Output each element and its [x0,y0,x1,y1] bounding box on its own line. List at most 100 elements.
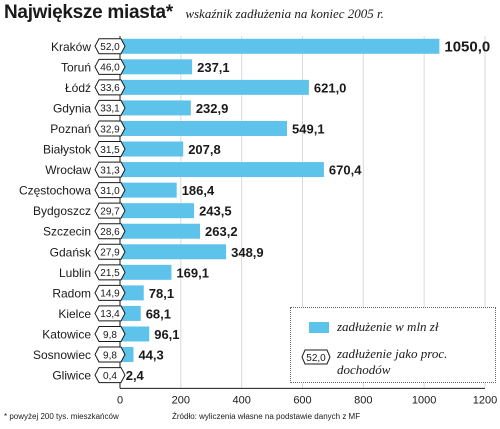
legend-bar-label: zadłużenie w mln zł [337,319,439,334]
legend-hex-label-line2: dochodów [337,362,391,377]
value-label: 243,5 [199,204,232,219]
category-label: Poznań [50,122,91,136]
value-label: 44,3 [138,348,163,363]
percent-badge [94,202,126,219]
percent-label: 33,6 [100,83,120,94]
category-label: Radom [52,286,91,300]
category-label: Gdynia [53,101,91,115]
x-tick-label: 1000 [412,394,436,406]
value-label: 237,1 [197,60,230,75]
value-label: 549,1 [292,121,325,136]
bar [120,203,195,219]
x-tick-label: 0 [117,394,123,406]
category-label: Kraków [51,40,91,54]
value-label: 207,8 [188,142,221,157]
percent-badge [94,305,126,322]
legend-hex-value: 52,0 [306,353,326,364]
value-label: 232,9 [196,101,229,116]
category-label: Toruń [61,60,91,74]
value-label: 96,1 [154,327,179,342]
chart-title: Największe miasta* [4,2,173,23]
bar [120,38,440,54]
percent-badge [94,346,126,363]
category-label: Częstochowa [19,184,91,198]
percent-label: 0,4 [103,371,117,382]
bar [120,120,288,136]
legend-hex-label-line1: zadłużenie jako proc. [337,346,448,361]
category-label: Lublin [59,266,91,280]
x-tick-label: 1200 [473,394,497,406]
value-label: 621,0 [314,80,347,95]
legend-hex-badge: 52,0 [301,349,331,365]
bar [120,326,150,342]
percent-badge [94,141,126,158]
bar [120,244,227,260]
percent-label: 9,8 [103,350,117,361]
percent-label: 28,6 [100,227,120,238]
footnote-source: Źródło: wyliczenia własne na podstawie d… [172,412,361,421]
bar [120,285,144,301]
percent-label: 14,9 [100,289,120,300]
percent-badge [94,79,126,96]
legend-bar-swatch [309,322,329,333]
bar [120,79,309,95]
percent-badge [94,99,126,116]
bar [120,182,177,198]
value-label: 2,4 [126,368,145,383]
percent-badge [94,264,126,281]
x-tick-label: 200 [172,394,190,406]
value-label: 68,1 [146,306,171,321]
percent-badge [94,182,126,199]
percent-label: 13,4 [100,309,120,320]
bar [120,141,184,157]
category-label: Łódź [65,81,91,95]
bar [120,162,324,178]
bar [120,305,141,321]
chart-subtitle: wskaźnik zadłużenia na koniec 2005 r. [185,6,384,21]
percent-badge [94,120,126,137]
category-label: Szczecin [43,225,91,239]
percent-badge [94,38,126,55]
percent-badge [94,284,126,301]
bar-chart: 0 200 400 600 800 1000 1200 Kraków 52,0 1050,0 Tor… [19,36,497,406]
percent-badge [94,58,126,75]
x-tick-label: 400 [232,394,250,406]
percent-label: 52,0 [100,42,120,53]
percent-label: 31,5 [100,145,120,156]
category-label: Katowice [42,327,91,341]
percent-label: 32,9 [100,124,120,135]
value-label: 670,4 [329,163,362,178]
percent-label: 33,1 [100,104,120,115]
percent-label: 21,5 [100,268,120,279]
legend: zadłużenie w mln zł 52,0 zadłużenie jako… [290,307,496,383]
x-tick-label: 600 [293,394,311,406]
percent-label: 31,3 [100,165,120,176]
chart-header: Największe miasta* wskaźnik zadłużenia n… [4,2,384,24]
bar [120,100,191,116]
percent-badge [94,367,126,384]
percent-badge [94,161,126,178]
percent-badge [94,223,126,240]
category-label: Wrocław [45,163,91,177]
value-label: 186,4 [182,183,215,198]
category-label: Gliwice [52,369,91,383]
percent-label: 46,0 [100,63,120,74]
percent-badge [94,243,126,260]
percent-badge [94,325,126,342]
bar [120,59,193,75]
value-label: 78,1 [149,286,174,301]
category-label: Kielce [58,307,91,321]
percent-label: 31,0 [100,186,120,197]
footnote-population: * powyżej 200 tys. mieszkańców [4,412,119,421]
category-label: Sosnowiec [33,348,91,362]
category-label: Bydgoszcz [33,204,91,218]
bar [120,223,201,239]
category-label: Białystok [43,143,92,157]
value-label: 263,2 [205,224,238,239]
percent-label: 27,9 [100,248,120,259]
x-tick-label: 800 [354,394,372,406]
percent-label: 29,7 [100,206,120,217]
percent-label: 9,8 [103,330,117,341]
value-label: 1050,0 [444,38,490,55]
value-label: 169,1 [176,265,209,280]
